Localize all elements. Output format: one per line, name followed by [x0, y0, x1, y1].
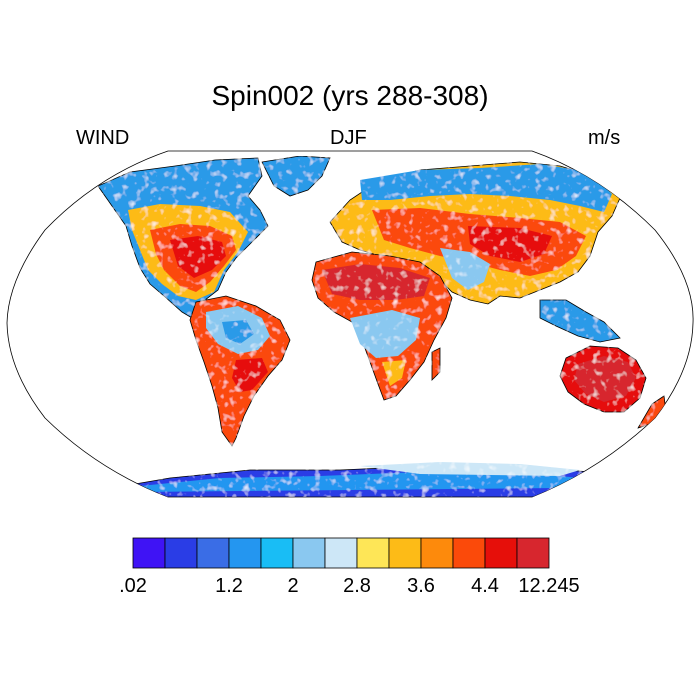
colorbar-tick-label: 2: [287, 575, 298, 597]
variable-label: WIND: [76, 127, 130, 149]
colorbar-swatch: [196, 537, 230, 569]
north-america: [97, 157, 269, 319]
colorbar-swatch: [516, 537, 550, 569]
colorbar-tick-label: .02: [119, 575, 147, 597]
eurasia: [329, 161, 621, 305]
colorbar-swatch: [388, 537, 422, 569]
madagascar: [431, 347, 441, 381]
colorbar-swatch: [484, 537, 518, 569]
colorbar-tick-label: 12.245: [518, 575, 579, 597]
australia: [559, 345, 647, 413]
colorbar-tick-label: 3.6: [407, 575, 435, 597]
colorbar-swatch: [324, 537, 358, 569]
africa: [311, 251, 453, 401]
colorbar-tick-label: 2.8: [343, 575, 371, 597]
page-title: Spin002 (yrs 288-308): [211, 80, 489, 111]
colorbar-tick-label: 1.2: [215, 575, 243, 597]
colorbar-swatch: [420, 537, 454, 569]
antarctica: [99, 462, 621, 497]
colorbar-tick-label: 4.4: [471, 575, 499, 597]
southeast-asia: [539, 299, 621, 343]
colorbar-swatch: [452, 537, 486, 569]
colorbar-swatch: [292, 537, 326, 569]
season-label: DJF: [330, 127, 367, 149]
greenland: [261, 155, 331, 197]
units-label: m/s: [588, 127, 621, 149]
colorbar-swatch: [260, 537, 294, 569]
colorbar-swatch: [356, 537, 390, 569]
colorbar-swatch: [164, 537, 198, 569]
colorbar-swatch: [132, 537, 166, 569]
colorbar-swatch: [228, 537, 262, 569]
south-america: [189, 295, 291, 447]
